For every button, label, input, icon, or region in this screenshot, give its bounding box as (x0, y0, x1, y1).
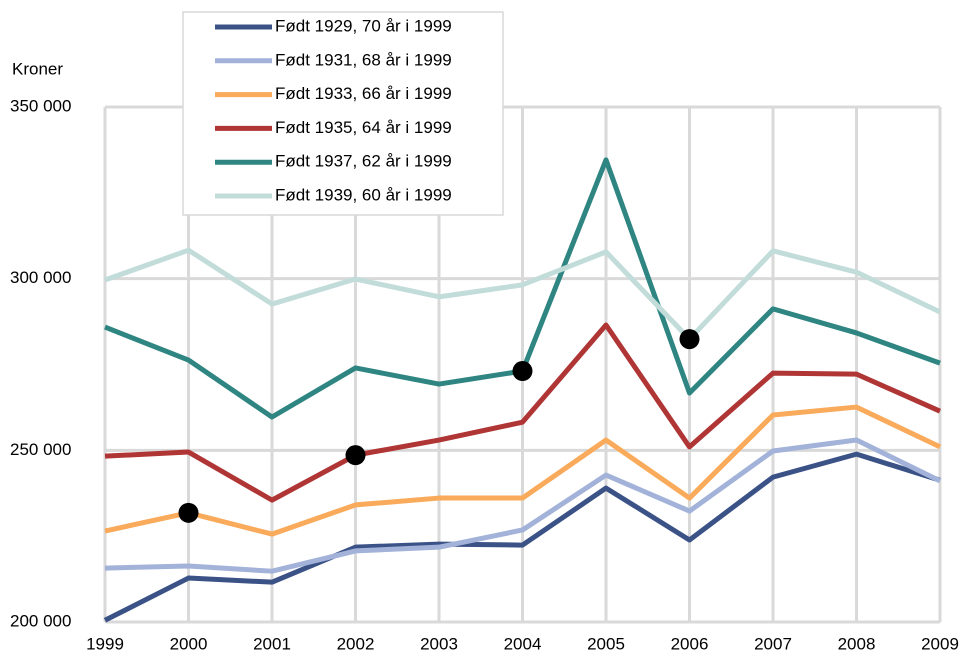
y-tick-label: 350 000 (10, 96, 71, 115)
x-tick-label: 2000 (170, 634, 208, 653)
x-tick-label: 2002 (337, 634, 375, 653)
legend-label: Født 1939, 60 år i 1999 (275, 185, 452, 204)
y-axis-label: Kroner (12, 59, 63, 78)
legend-label: Født 1933, 66 år i 1999 (275, 84, 452, 103)
x-tick-label: 2006 (671, 634, 709, 653)
x-tick-label: 2003 (420, 634, 458, 653)
x-tick-label: 2001 (253, 634, 291, 653)
legend: Født 1929, 70 år i 1999 Født 1931, 68 år … (182, 11, 504, 216)
y-tick-label: 300 000 (10, 268, 71, 287)
highlight-marker (512, 361, 533, 382)
series-line (104, 247, 942, 342)
series-line (104, 322, 942, 503)
series-line (103, 451, 941, 623)
y-tick-label: 250 000 (10, 440, 71, 459)
x-tick-label: 2007 (754, 634, 792, 653)
x-tick-label: 2005 (587, 634, 625, 653)
x-tick-label: 2008 (838, 634, 876, 653)
legend-label: Født 1937, 62 år i 1999 (275, 152, 452, 171)
x-tick-label: 2009 (921, 634, 959, 653)
x-tick-label: 1999 (86, 634, 124, 653)
legend-label: Født 1935, 64 år i 1999 (275, 118, 452, 137)
legend-label: Født 1931, 68 år i 1999 (275, 50, 452, 69)
highlight-marker (345, 445, 366, 466)
legend-label: Født 1929, 70 år i 1999 (275, 16, 452, 35)
legend-box (182, 11, 504, 216)
y-tick-label: 200 000 (10, 611, 71, 630)
highlight-marker (679, 329, 700, 350)
series-line (104, 404, 942, 537)
highlight-marker (178, 502, 199, 523)
x-tick-label: 2004 (504, 634, 542, 653)
series-line (104, 437, 942, 574)
